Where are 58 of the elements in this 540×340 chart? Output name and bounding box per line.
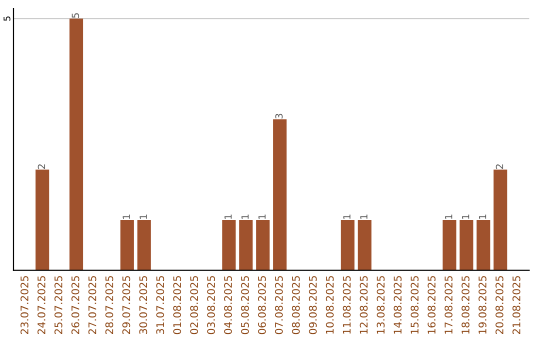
x-tick-label: 11.08.2025 — [342, 276, 351, 334]
x-tick-label: 24.07.2025 — [37, 276, 46, 334]
x-tick-label: 26.07.2025 — [71, 276, 80, 334]
data-label: 1 — [445, 214, 452, 219]
bar — [340, 220, 354, 270]
bar — [273, 119, 287, 270]
bar — [137, 220, 151, 270]
x-tick-label: 31.07.2025 — [156, 276, 164, 334]
x-tick-label: 14.08.2025 — [394, 276, 402, 334]
x-tick-label: 12.08.2025 — [360, 276, 368, 334]
x-tick-label: 27.07.2025 — [88, 276, 96, 334]
x-tick-label: 30.07.2025 — [139, 276, 148, 334]
data-label: 3 — [275, 114, 283, 119]
data-label: 1 — [122, 214, 130, 219]
data-label: 1 — [258, 214, 266, 219]
bar — [239, 220, 253, 270]
x-tick-label: 08.08.2025 — [292, 276, 300, 334]
x-tick-label: 10.08.2025 — [326, 276, 334, 334]
x-tick-label: 17.08.2025 — [444, 276, 452, 334]
x-tick-label: 04.08.2025 — [224, 276, 232, 334]
data-label: 1 — [478, 214, 486, 219]
x-tick-label: 23.07.2025 — [20, 276, 28, 334]
x-tick-label: 28.07.2025 — [105, 276, 114, 334]
x-tick-label: 20.08.2025 — [496, 276, 504, 334]
bar — [120, 220, 134, 270]
x-tick-label: 13.08.2025 — [376, 276, 385, 334]
bar — [460, 220, 474, 270]
x-tick-label: 18.08.2025 — [462, 276, 470, 334]
bar — [442, 220, 456, 270]
data-label: 1 — [360, 214, 368, 219]
x-tick-label: 15.08.2025 — [410, 276, 419, 334]
x-tick-label: 21.08.2025 — [512, 276, 520, 334]
data-label: 1 — [343, 214, 350, 219]
x-tick-label: 01.08.2025 — [173, 276, 182, 334]
x-tick-label: 06.08.2025 — [258, 276, 266, 334]
data-label: 5 — [72, 13, 80, 18]
x-tick-label: 16.08.2025 — [428, 276, 436, 334]
bar — [476, 220, 490, 270]
x-tick-label: 02.08.2025 — [190, 276, 198, 334]
x-tick-label: 19.08.2025 — [478, 276, 486, 334]
x-tick-label: 29.07.2025 — [122, 276, 130, 334]
bar — [494, 170, 508, 270]
x-tick-label: 25.07.2025 — [54, 276, 62, 334]
bar — [36, 170, 50, 270]
data-label: 2 — [38, 164, 46, 169]
bar — [358, 220, 372, 270]
bar — [69, 18, 84, 270]
x-tick-label: 05.08.2025 — [241, 276, 249, 334]
bar — [256, 220, 270, 270]
x-tick-label: 03.08.2025 — [207, 276, 215, 334]
x-tick-label: 09.08.2025 — [308, 276, 317, 334]
data-label: 1 — [224, 214, 232, 219]
x-tick-label: 07.08.2025 — [274, 276, 283, 334]
bar — [222, 220, 236, 270]
data-label: 2 — [496, 164, 504, 169]
data-label: 1 — [242, 214, 249, 219]
data-label: 1 — [140, 214, 147, 219]
data-label: 1 — [462, 214, 470, 219]
